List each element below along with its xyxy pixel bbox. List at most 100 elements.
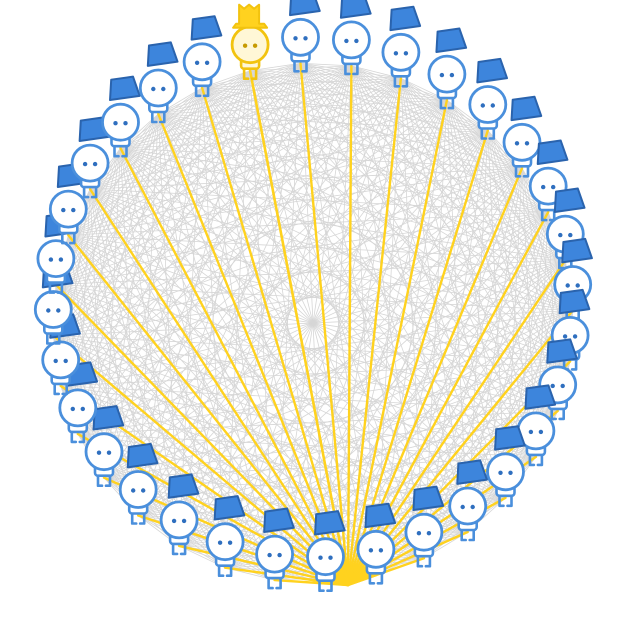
eye-icon [204,60,210,65]
eye-icon [92,161,98,167]
mesh-edge [249,70,549,213]
eye-icon [293,36,298,41]
figure-legs [460,526,476,542]
mesh-edge [201,87,566,261]
figure-head [230,25,270,65]
figure-legs [293,57,308,73]
figure [427,27,468,110]
figure-legs [550,405,566,421]
highlight-edge [119,146,350,587]
figure-legs [61,229,76,245]
eye-icon [328,555,333,560]
eye-icon [416,531,422,536]
mesh-edge [55,284,537,458]
eye-icon [508,470,513,475]
mesh-edge [120,148,275,581]
mesh-edge [90,188,573,311]
bucket-hat-icon [339,0,372,19]
eye-icon [568,232,573,238]
mesh-edge [157,113,180,546]
eye-icon [565,283,570,288]
mesh-edge [178,78,402,547]
figure [138,41,179,124]
figure-head [281,17,320,57]
figure-head [48,189,88,229]
mesh-edge [178,310,573,547]
eye-icon [131,488,136,493]
mesh-edge [423,100,448,559]
highlight-edge [200,86,350,587]
figure-head [33,290,73,329]
mesh-edge [120,147,571,362]
figure [205,495,246,578]
mesh-edge [89,188,558,412]
eye-icon [113,121,118,126]
figure-head [138,68,178,108]
bucket-hat-icon [476,57,509,84]
mesh-edge [300,62,352,67]
eye-icon [538,429,544,435]
mesh-edge [224,65,352,568]
figure-head [381,32,421,72]
bucket-hat-icon [546,338,578,364]
figure-legs [416,552,432,568]
mesh-edge [158,113,488,131]
figure [331,0,372,76]
mesh-edge [300,63,537,458]
figure-legs [498,492,513,508]
eye-icon [528,429,534,435]
mesh-edge [68,211,549,236]
bucket-hat-icon [213,495,246,521]
bucket-hat-icon [561,237,593,264]
mesh-edge [325,168,523,583]
figure-head [118,470,158,509]
eye-icon [161,86,166,92]
mesh-edge [67,234,226,568]
eye-icon [242,43,248,48]
bucket-hat-icon [494,425,526,451]
bucket-hat-icon [456,459,488,485]
eye-icon [56,308,61,313]
mesh-edge [60,385,425,559]
mesh-edge [103,63,301,478]
eye-icon [426,531,432,536]
mesh-edge [52,87,203,336]
eye-icon [572,334,578,339]
figure-legs [480,125,496,140]
bucket-hat-icon [558,288,591,315]
bucket-hat-icon [536,139,569,165]
figure-legs [439,94,455,110]
mesh-edge [67,235,139,516]
eye-icon [575,283,580,288]
mesh-edge [89,189,180,546]
bucket-hat-icon [364,502,397,529]
eye-icon [318,555,323,560]
mesh-edge [68,167,523,236]
figure-head [448,486,488,526]
figure-head [502,122,542,162]
figure-legs [151,108,166,124]
mesh-edge [120,147,558,412]
figure [281,0,321,73]
figure-legs [267,574,282,590]
figure-head [404,512,444,552]
figure [381,5,422,88]
eye-icon [524,141,530,146]
mesh-edge [120,147,425,559]
eye-icon [80,406,85,412]
figure-legs [130,510,146,525]
eye-icon [551,184,556,190]
mesh-edge [53,335,571,362]
mesh-edge [67,234,180,547]
mesh-edge [53,211,549,336]
mesh-edge [158,113,573,311]
figure-legs [53,380,69,396]
mesh-edge [90,188,566,261]
mesh-edge [68,234,506,499]
figure [356,502,397,585]
eye-icon [70,406,75,412]
mesh-edge [77,259,566,435]
eye-icon [558,232,563,238]
mesh-edge [77,310,573,435]
